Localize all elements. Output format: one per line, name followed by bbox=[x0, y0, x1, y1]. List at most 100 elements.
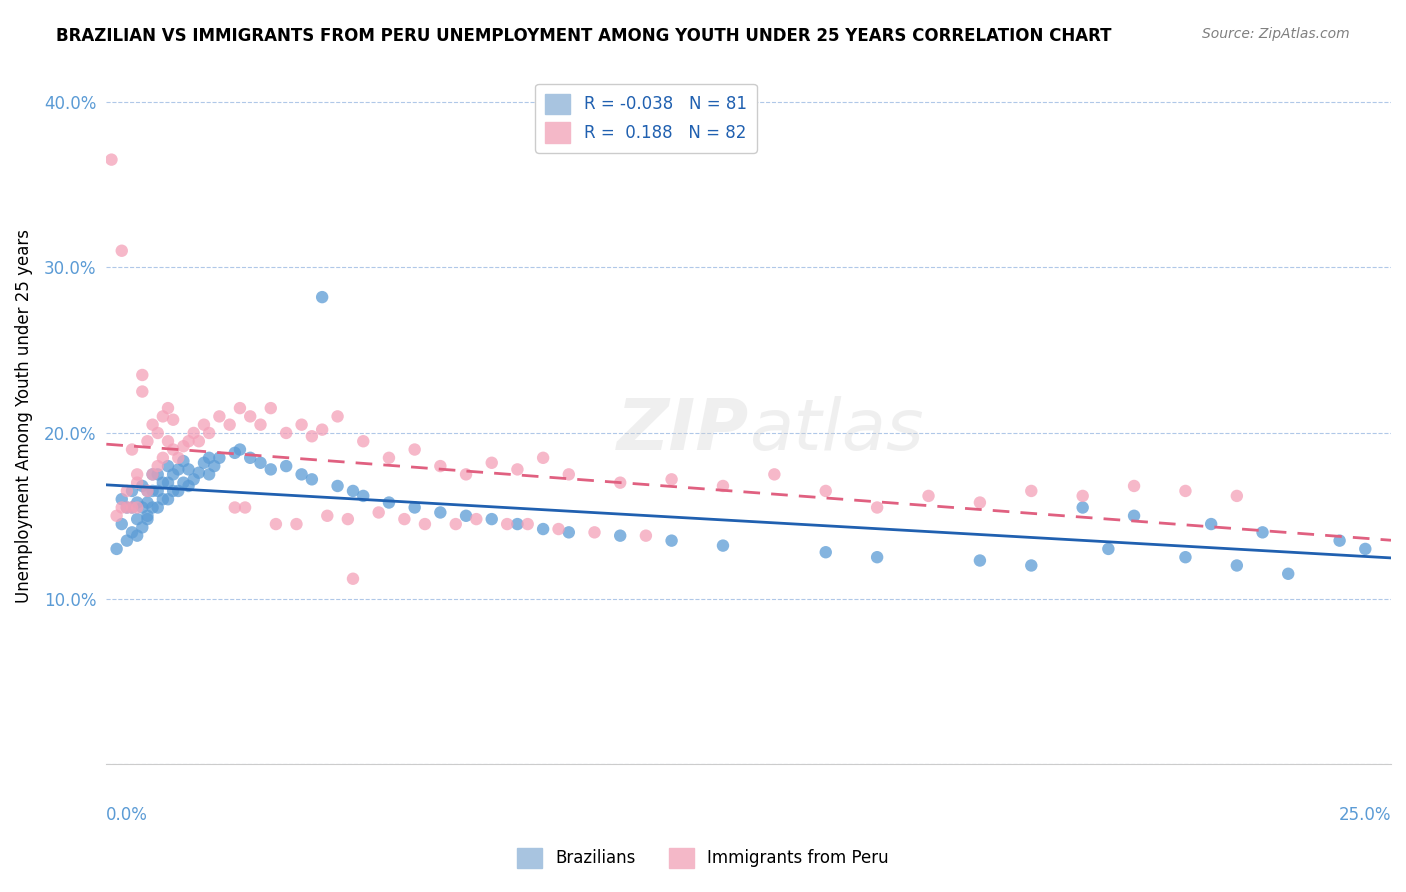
Point bbox=[558, 525, 581, 540]
Point bbox=[367, 506, 389, 520]
Point bbox=[661, 533, 683, 548]
Point bbox=[866, 500, 889, 515]
Point bbox=[187, 434, 209, 449]
Point bbox=[239, 450, 262, 465]
Point bbox=[1174, 483, 1197, 498]
Point bbox=[115, 483, 138, 498]
Point bbox=[198, 425, 221, 440]
Point bbox=[162, 467, 184, 482]
Point bbox=[115, 500, 138, 515]
Point bbox=[316, 508, 339, 523]
Point bbox=[152, 409, 174, 424]
Point bbox=[1097, 541, 1119, 556]
Point bbox=[156, 475, 179, 490]
Point bbox=[1226, 558, 1249, 573]
Point bbox=[814, 483, 837, 498]
Point bbox=[352, 489, 374, 503]
Point bbox=[481, 456, 503, 470]
Point bbox=[413, 517, 436, 532]
Point bbox=[326, 479, 349, 493]
Legend: R = -0.038   N = 81, R =  0.188   N = 82: R = -0.038 N = 81, R = 0.188 N = 82 bbox=[536, 84, 756, 153]
Text: BRAZILIAN VS IMMIGRANTS FROM PERU UNEMPLOYMENT AMONG YOUTH UNDER 25 YEARS CORREL: BRAZILIAN VS IMMIGRANTS FROM PERU UNEMPL… bbox=[56, 27, 1112, 45]
Point bbox=[167, 483, 190, 498]
Point bbox=[711, 539, 734, 553]
Point bbox=[285, 517, 308, 532]
Point bbox=[136, 483, 159, 498]
Point bbox=[558, 467, 581, 482]
Point bbox=[136, 434, 159, 449]
Point bbox=[814, 545, 837, 559]
Point bbox=[172, 454, 194, 468]
Point bbox=[711, 479, 734, 493]
Point bbox=[531, 450, 554, 465]
Point bbox=[1199, 517, 1222, 532]
Point bbox=[404, 442, 426, 457]
Point bbox=[156, 401, 179, 416]
Y-axis label: Unemployment Among Youth under 25 years: Unemployment Among Youth under 25 years bbox=[15, 229, 32, 603]
Point bbox=[131, 368, 153, 382]
Point bbox=[609, 529, 631, 543]
Point bbox=[115, 500, 138, 515]
Point bbox=[1019, 558, 1042, 573]
Point bbox=[167, 462, 190, 476]
Point bbox=[142, 467, 165, 482]
Point bbox=[661, 472, 683, 486]
Point bbox=[506, 462, 529, 476]
Point bbox=[136, 508, 159, 523]
Point bbox=[142, 483, 165, 498]
Point bbox=[177, 434, 200, 449]
Point bbox=[100, 153, 122, 167]
Point bbox=[404, 500, 426, 515]
Point bbox=[111, 492, 134, 507]
Point bbox=[146, 467, 169, 482]
Point bbox=[1019, 483, 1042, 498]
Point bbox=[378, 495, 401, 509]
Point bbox=[111, 500, 134, 515]
Point bbox=[583, 525, 606, 540]
Point bbox=[131, 384, 153, 399]
Point bbox=[229, 401, 252, 416]
Point bbox=[198, 450, 221, 465]
Point bbox=[465, 512, 488, 526]
Point bbox=[394, 512, 416, 526]
Point bbox=[121, 525, 143, 540]
Point bbox=[454, 508, 477, 523]
Point bbox=[177, 479, 200, 493]
Point bbox=[444, 517, 467, 532]
Point bbox=[142, 500, 165, 515]
Point bbox=[429, 506, 451, 520]
Point bbox=[264, 517, 287, 532]
Point bbox=[193, 456, 215, 470]
Point bbox=[162, 483, 184, 498]
Point bbox=[276, 425, 298, 440]
Legend: Brazilians, Immigrants from Peru: Brazilians, Immigrants from Peru bbox=[510, 841, 896, 875]
Point bbox=[202, 459, 225, 474]
Point bbox=[547, 522, 569, 536]
Point bbox=[531, 522, 554, 536]
Point bbox=[142, 417, 165, 432]
Point bbox=[516, 517, 538, 532]
Point bbox=[1123, 479, 1146, 493]
Point bbox=[198, 467, 221, 482]
Point bbox=[224, 446, 246, 460]
Point bbox=[156, 434, 179, 449]
Point bbox=[506, 517, 529, 532]
Point bbox=[1226, 489, 1249, 503]
Point bbox=[326, 409, 349, 424]
Point bbox=[291, 417, 314, 432]
Point bbox=[311, 290, 333, 304]
Point bbox=[162, 413, 184, 427]
Point bbox=[146, 483, 169, 498]
Point bbox=[142, 467, 165, 482]
Point bbox=[218, 417, 240, 432]
Point bbox=[224, 500, 246, 515]
Point bbox=[1123, 508, 1146, 523]
Point bbox=[127, 467, 149, 482]
Point bbox=[136, 483, 159, 498]
Point bbox=[136, 512, 159, 526]
Point bbox=[276, 459, 298, 474]
Point bbox=[127, 495, 149, 509]
Point bbox=[105, 508, 128, 523]
Point bbox=[208, 450, 231, 465]
Point bbox=[249, 456, 271, 470]
